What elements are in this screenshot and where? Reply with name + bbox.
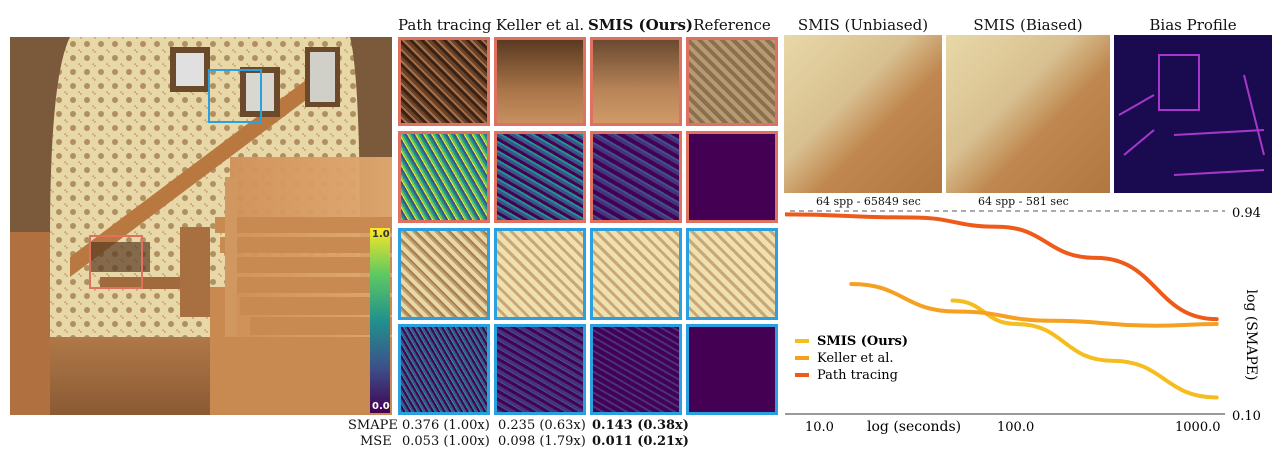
main-render xyxy=(10,37,392,415)
crop-red-path-tracing xyxy=(398,37,490,126)
error-blue-reference xyxy=(686,324,778,415)
x-tick-10: 10.0 xyxy=(805,420,834,435)
crop-red-smis xyxy=(590,37,682,126)
error-blue-keller xyxy=(494,324,586,415)
header-keller: Keller et al. xyxy=(495,16,585,34)
render-bias-profile xyxy=(1114,35,1272,193)
mse-label: MSE xyxy=(360,434,392,449)
smape-smis: 0.143 (0.38x) xyxy=(592,418,689,433)
x-tick-1000: 1000.0 xyxy=(1175,420,1221,435)
error-red-path-tracing xyxy=(398,131,490,223)
mse-smis: 0.011 (0.21x) xyxy=(592,434,689,449)
x-axis-label: log (seconds) xyxy=(867,419,961,435)
colorbar xyxy=(370,228,390,413)
series-line-2 xyxy=(785,212,1219,322)
crop-blue-path-tracing xyxy=(398,228,490,320)
mse-path-tracing: 0.053 (1.00x) xyxy=(402,434,490,449)
x-tick-100: 100.0 xyxy=(997,420,1034,435)
header-smis-biased: SMIS (Biased) xyxy=(973,16,1083,34)
error-red-smis xyxy=(590,131,682,223)
error-blue-smis xyxy=(590,324,682,415)
series-line-1 xyxy=(849,282,1219,328)
red-crop-box xyxy=(89,235,143,289)
crop-red-keller xyxy=(494,37,586,126)
header-smis-unbiased: SMIS (Unbiased) xyxy=(797,16,929,34)
crop-blue-smis xyxy=(590,228,682,320)
error-red-reference xyxy=(686,131,778,223)
crop-red-reference xyxy=(686,37,778,126)
caption-unbiased: 64 spp - 65849 sec xyxy=(816,195,921,208)
y-axis-label: log (SMAPE) xyxy=(1243,290,1259,381)
caption-biased: 64 spp - 581 sec xyxy=(978,195,1069,208)
colorbar-max-label: 1.0 xyxy=(372,229,390,240)
error-red-keller xyxy=(494,131,586,223)
smape-label: SMAPE xyxy=(348,418,398,433)
y-tick-bottom: 0.10 xyxy=(1232,409,1261,424)
render-smis-biased xyxy=(946,35,1110,193)
crop-blue-reference xyxy=(686,228,778,320)
y-tick-top: 0.94 xyxy=(1232,206,1261,221)
crop-blue-keller xyxy=(494,228,586,320)
smape-keller: 0.235 (0.63x) xyxy=(498,418,586,433)
convergence-chart: SMIS (Ours) Keller et al. Path tracing 0.9… xyxy=(785,206,1261,435)
header-path-tracing: Path tracing xyxy=(398,16,492,34)
error-blue-path-tracing xyxy=(398,324,490,415)
header-smis: SMIS (Ours) xyxy=(588,16,694,34)
header-reference: Reference xyxy=(693,16,771,34)
legend-label-1: Keller et al. xyxy=(817,351,894,366)
smape-path-tracing: 0.376 (1.00x) xyxy=(402,418,490,433)
legend-label-2: Path tracing xyxy=(817,368,898,383)
header-bias-profile: Bias Profile xyxy=(1149,16,1237,34)
blue-crop-box xyxy=(208,69,262,123)
colorbar-min-label: 0.0 xyxy=(372,401,390,412)
render-smis-unbiased xyxy=(784,35,942,193)
legend-label-0: SMIS (Ours) xyxy=(817,334,908,349)
mse-keller: 0.098 (1.79x) xyxy=(498,434,586,449)
